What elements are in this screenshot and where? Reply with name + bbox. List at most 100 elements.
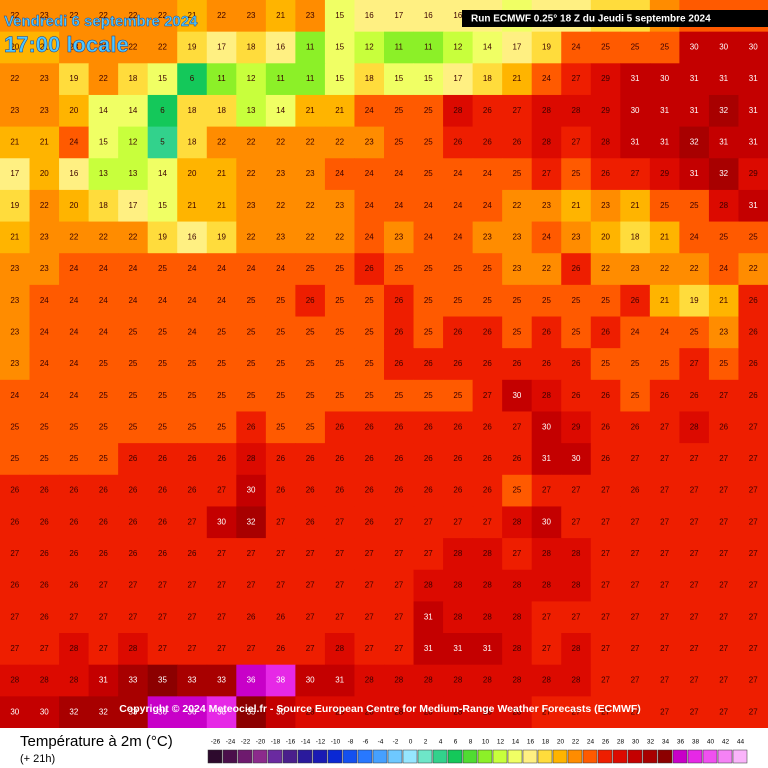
temp-cell [561,696,592,729]
temp-cell [354,63,385,96]
temp-cell [472,63,503,96]
temp-value: 13 [99,169,108,178]
temp-cell [679,158,710,191]
temp-cell [324,379,355,412]
temp-value: 14 [128,106,137,115]
temp-cell [236,664,267,697]
temp-cell [354,221,385,254]
temp-cell [206,379,237,412]
temp-value: 24 [158,296,167,305]
temp-value: 25 [276,391,285,400]
temp-cell [384,411,415,444]
temp-value: 27 [719,676,728,685]
temp-cell [738,189,768,223]
temp-value: 27 [483,391,492,400]
temp-value: 27 [306,549,315,558]
temp-value: 31 [749,74,758,83]
temp-value: 26 [749,296,758,305]
temp-value: 26 [217,454,226,463]
temp-value: 26 [188,549,197,558]
temp-cell [531,633,562,666]
temp-value: 24 [69,264,78,273]
temp-value: 28 [483,707,492,716]
scale-swatch [432,749,448,764]
temp-cell [708,474,739,507]
temp-value: 22 [306,233,315,242]
temp-value: 27 [542,612,551,621]
temp-cell [384,569,415,602]
temp-value: 24 [188,327,197,336]
scale-label: -6 [363,739,369,746]
temp-value: 27 [10,612,19,621]
temp-cell [0,316,31,349]
temp-cell [531,443,562,476]
temp-cell [118,633,149,666]
temp-cell [118,348,149,381]
temp-cell [265,664,296,697]
temp-cell [472,31,503,64]
temp-value: 38 [276,676,285,685]
temp-value: 15 [424,74,433,83]
temp-value: 23 [601,201,610,210]
temp-value: 32 [690,138,699,147]
temp-cell [29,601,60,634]
temp-value: 33 [128,707,137,716]
temp-cell [206,221,237,254]
temp-value: 24 [128,264,137,273]
temp-value: 25 [217,422,226,431]
temp-value: 36 [188,707,197,716]
temp-value: 17 [10,169,19,178]
temp-value: 25 [690,327,699,336]
temp-cell [324,158,355,191]
temp-cell [620,633,651,666]
temp-cell [295,664,326,697]
temp-value: 19 [690,296,699,305]
temp-value: 30 [690,43,699,52]
scale-label: 24 [587,739,595,746]
temp-value: 27 [335,612,344,621]
temp-cell [177,0,208,33]
temp-value: 27 [631,612,640,621]
temp-cell [59,601,90,634]
temp-value: 27 [719,612,728,621]
temp-value: 22 [542,264,551,273]
temp-cell [413,633,444,666]
scale-swatch [687,749,703,764]
temp-value: 26 [40,612,49,621]
temp-cell [561,284,592,318]
temp-value: 27 [483,517,492,526]
scale-label: 32 [647,739,655,746]
temp-value: 26 [69,486,78,495]
temp-cell [265,158,296,191]
temp-value: 28 [483,549,492,558]
temp-cell [0,443,31,476]
temp-cell [708,538,739,571]
temp-cell [0,31,31,64]
temp-cell [620,379,651,412]
temp-cell [590,158,621,191]
temp-cell [413,474,444,507]
temp-value: 27 [660,422,669,431]
temp-cell [118,474,149,507]
temp-value: 28 [572,549,581,558]
temp-cell [147,31,178,64]
temp-cell [738,126,768,159]
temp-cell [295,601,326,634]
temp-cell [354,158,385,191]
temp-value: 26 [601,422,610,431]
temp-value: 28 [128,644,137,653]
temp-value: 28 [483,612,492,621]
scale-label: 6 [454,739,458,746]
temp-value: 24 [719,264,728,273]
temp-cell [443,31,474,64]
temp-cell [88,348,119,381]
temp-cell [738,31,768,64]
temp-cell [649,253,680,286]
temp-value: 18 [99,201,108,210]
temp-value: 23 [512,233,521,242]
temp-cell [88,253,119,286]
temp-value: 27 [542,486,551,495]
temp-value: 27 [542,707,551,716]
temp-cell [295,348,326,381]
temp-cell [708,189,739,223]
